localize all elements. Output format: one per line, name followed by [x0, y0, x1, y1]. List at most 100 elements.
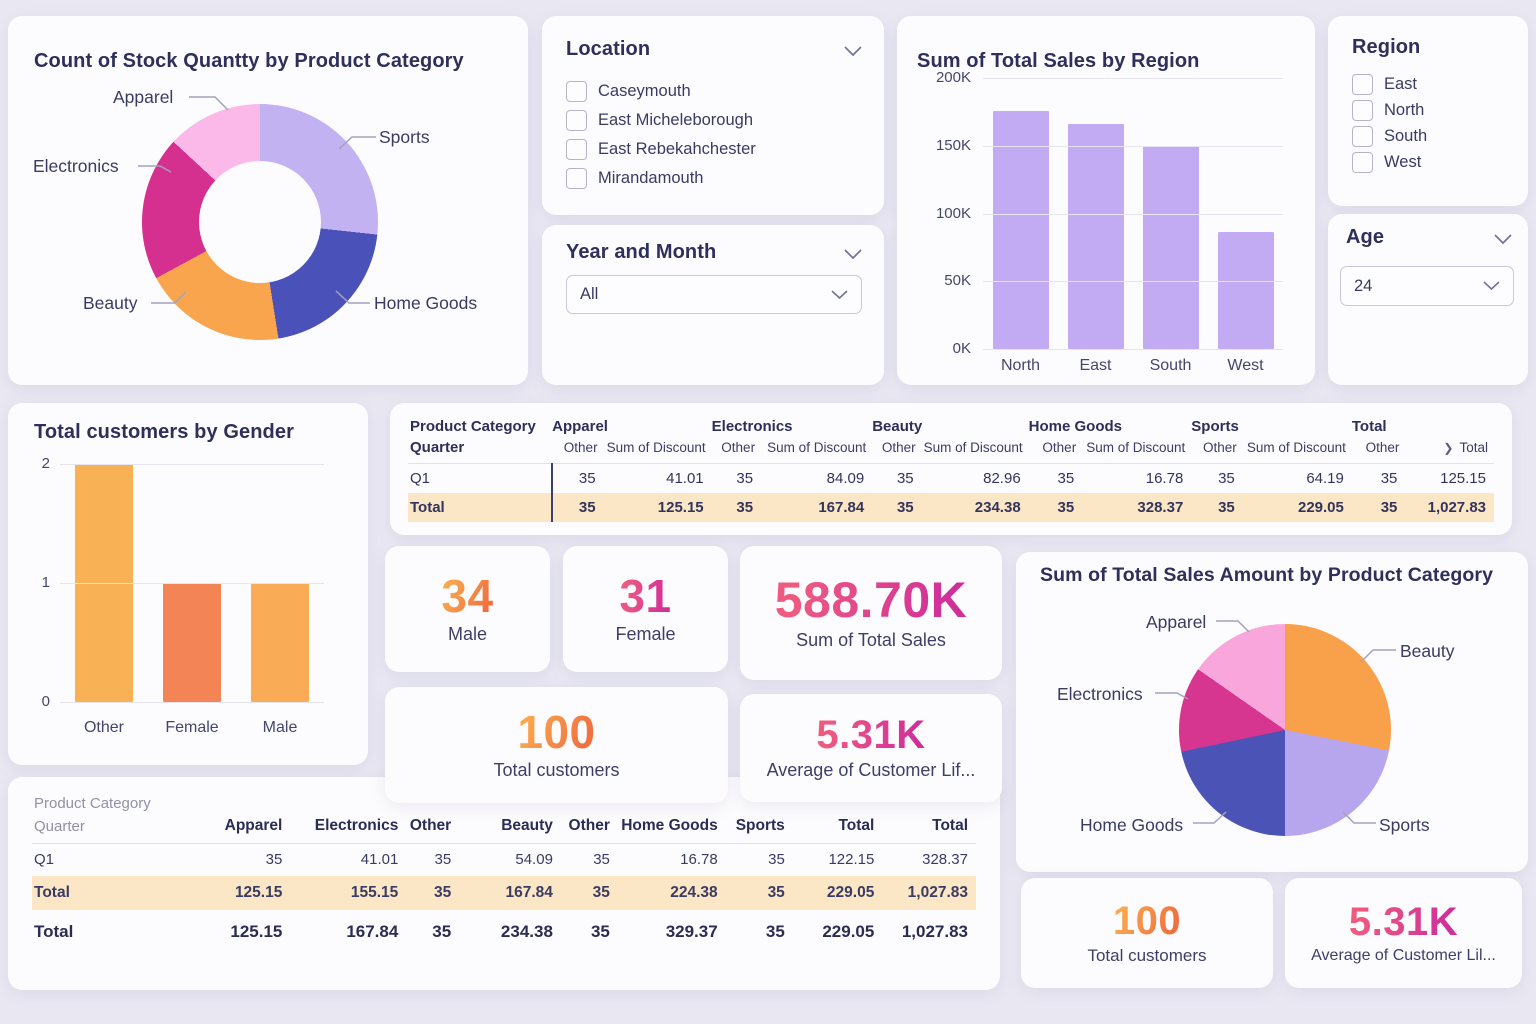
- pivot-cell[interactable]: 35: [736, 469, 754, 487]
- pivot-cell[interactable]: 64.19: [1306, 469, 1344, 487]
- pivot-cell[interactable]: 35: [896, 469, 914, 487]
- btable-cell[interactable]: 125.15: [230, 921, 283, 941]
- pivot-cell[interactable]: 35: [1218, 469, 1235, 487]
- btable-cell[interactable]: 41.01: [360, 851, 399, 869]
- pivot-row-label[interactable]: Q1: [410, 469, 431, 487]
- gridline: [983, 78, 1283, 79]
- age-dropdown[interactable]: 24: [1340, 266, 1514, 306]
- btable-row-label[interactable]: Q1: [34, 851, 55, 869]
- pivot-sub-header: Other: [552, 437, 604, 464]
- btable-cell[interactable]: 35: [767, 883, 785, 901]
- pivot-cell[interactable]: 35: [551, 463, 604, 493]
- btable-col-header-total: Total: [882, 815, 976, 844]
- bar-south[interactable]: [1142, 145, 1199, 349]
- pivot-cell[interactable]: 35: [1218, 498, 1235, 516]
- checkbox-label: North: [1384, 101, 1425, 119]
- pivot-cell[interactable]: 328.37: [1137, 498, 1184, 516]
- pivot-cell[interactable]: 1,027.83: [1427, 498, 1486, 516]
- btable-cell[interactable]: 125.15: [234, 883, 283, 901]
- pivot-cell[interactable]: 84.09: [826, 469, 865, 487]
- pivot-cell[interactable]: 35: [736, 498, 754, 516]
- checkbox[interactable]: [566, 168, 587, 189]
- checkbox-row-mirandamouth[interactable]: Mirandamouth: [566, 168, 703, 189]
- btable-cell[interactable]: 224.38: [670, 883, 718, 901]
- checkbox-row-west[interactable]: West: [1352, 152, 1421, 173]
- btable-cell[interactable]: 122.15: [828, 851, 875, 869]
- pivot-row-label[interactable]: Total: [410, 498, 445, 516]
- pivot-sub-header: Other: [1028, 437, 1083, 464]
- checkbox-row-north[interactable]: North: [1352, 100, 1424, 121]
- pie-chart-sales-amount[interactable]: [1179, 624, 1391, 836]
- btable-cell[interactable]: 35: [590, 921, 610, 941]
- bar-male[interactable]: [251, 583, 309, 702]
- bar-north[interactable]: [992, 110, 1049, 349]
- pivot-cell[interactable]: 229.05: [1297, 498, 1344, 516]
- checkbox[interactable]: [566, 110, 587, 131]
- checkbox[interactable]: [1352, 74, 1373, 95]
- checkbox-row-east[interactable]: East: [1352, 74, 1417, 95]
- btable-cell[interactable]: 234.38: [500, 921, 553, 941]
- btable-cell[interactable]: 35: [265, 851, 283, 869]
- btable-cell[interactable]: 35: [433, 883, 452, 901]
- btable-cell[interactable]: 229.05: [822, 921, 875, 941]
- chevron-down-icon[interactable]: [844, 249, 862, 260]
- pivot-cell[interactable]: 35: [1380, 469, 1398, 487]
- pivot-cell[interactable]: 125.15: [657, 498, 704, 516]
- btable-row-label[interactable]: Total: [34, 883, 70, 901]
- pivot-cell[interactable]: 167.84: [818, 498, 865, 516]
- pivot-group-header-electronics: Electronics: [711, 417, 793, 435]
- btable-cell[interactable]: 328.37: [922, 851, 968, 869]
- btable-cell[interactable]: 35: [592, 883, 610, 901]
- checkbox-row-caseymouth[interactable]: Caseymouth: [566, 81, 691, 102]
- checkbox-row-east-rebekahchester[interactable]: East Rebekahchester: [566, 139, 756, 160]
- pivot-cell[interactable]: 35: [1380, 498, 1398, 516]
- btable-cell[interactable]: 35: [765, 921, 785, 941]
- pivot-cell[interactable]: 35: [1057, 469, 1075, 487]
- pivot-cell[interactable]: 41.01: [666, 469, 704, 487]
- checkbox[interactable]: [1352, 100, 1373, 121]
- pivot-cell[interactable]: 35: [896, 498, 914, 516]
- checkbox[interactable]: [1352, 152, 1373, 173]
- pivot-sub-header: Other: [872, 437, 922, 464]
- btable-cell[interactable]: 329.37: [665, 921, 718, 941]
- btable-cell[interactable]: 35: [434, 851, 452, 869]
- pivot-cell[interactable]: 125.15: [1440, 469, 1486, 487]
- chevron-down-icon: [1483, 281, 1500, 291]
- chevron-down-icon[interactable]: [1494, 234, 1512, 245]
- kpi-value: 5.31K: [816, 713, 926, 757]
- bar-east[interactable]: [1067, 124, 1124, 349]
- donut-label-beauty: Beauty: [83, 293, 138, 313]
- btable-cell[interactable]: 155.15: [350, 883, 399, 901]
- chevron-down-icon[interactable]: [844, 46, 862, 57]
- checkbox[interactable]: [1352, 126, 1373, 147]
- pivot-cell[interactable]: 16.78: [1145, 469, 1184, 487]
- year-month-dropdown[interactable]: All: [566, 275, 862, 314]
- checkbox-row-east-micheleborough[interactable]: East Micheleborough: [566, 110, 753, 131]
- pivot-cell[interactable]: 35: [551, 492, 604, 522]
- card-location-filter: Location Caseymouth East Micheleborough …: [542, 16, 884, 215]
- pivot-cell[interactable]: 234.38: [974, 498, 1021, 516]
- btable-cell[interactable]: 35: [593, 851, 610, 869]
- checkbox-row-south[interactable]: South: [1352, 126, 1427, 147]
- pivot-cell[interactable]: 35: [1057, 498, 1075, 516]
- btable-cell[interactable]: 1,027.83: [907, 883, 968, 901]
- checkbox[interactable]: [566, 139, 587, 160]
- btable-row-label[interactable]: Total: [34, 921, 74, 941]
- pivot-cell[interactable]: 82.96: [983, 469, 1021, 487]
- checkbox[interactable]: [566, 81, 587, 102]
- x-axis-label: Other: [83, 719, 124, 736]
- btable-cell[interactable]: 229.05: [826, 883, 875, 901]
- btable-cell[interactable]: 54.09: [515, 851, 553, 869]
- bar-female[interactable]: [163, 583, 221, 702]
- donut-chart-stock-quantity[interactable]: [142, 104, 378, 340]
- btable-cell[interactable]: 167.84: [505, 883, 553, 901]
- scroll-right-icon[interactable]: ❯: [1443, 441, 1454, 455]
- btable-cell[interactable]: 1,027.83: [901, 921, 968, 941]
- btable-cell[interactable]: 16.78: [680, 851, 718, 869]
- btable-cell[interactable]: 35: [768, 851, 785, 869]
- x-axis-label: South: [1149, 357, 1192, 374]
- bar-west[interactable]: [1217, 232, 1274, 349]
- btable-cell[interactable]: 167.84: [346, 921, 399, 941]
- btable-cell[interactable]: 35: [432, 921, 452, 941]
- card-stock-by-category: Count of Stock Quantty by Product Catego…: [8, 16, 528, 385]
